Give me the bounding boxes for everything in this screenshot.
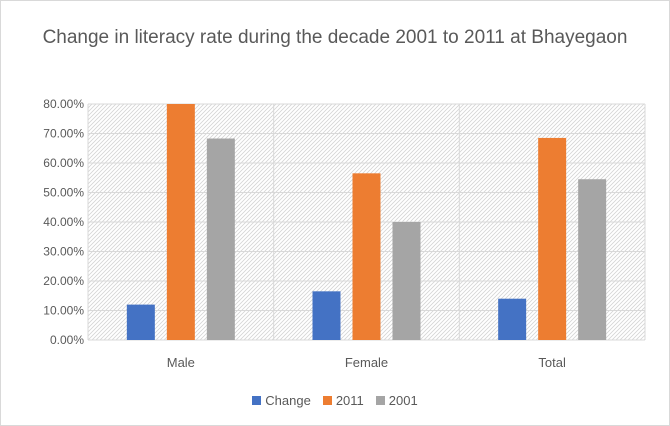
x-category-label: Female: [345, 355, 388, 370]
y-tick-label: 50.00%: [43, 186, 84, 200]
bar-change-total: [498, 298, 527, 340]
legend-label: Change: [265, 393, 311, 408]
legend-swatch: [322, 396, 332, 405]
legend-label: 2011: [335, 393, 364, 408]
legend-item: 2011: [322, 393, 364, 408]
legend-swatch: [252, 396, 262, 405]
legend-item: 2001: [375, 393, 418, 408]
legend-item: Change: [252, 393, 311, 408]
x-category-label: Male: [167, 355, 195, 370]
y-tick-label: 30.00%: [43, 245, 84, 259]
y-tick-label: 60.00%: [43, 156, 84, 170]
bar-change-female: [312, 291, 341, 340]
y-tick-label: 70.00%: [43, 127, 84, 141]
bar-2001-male: [206, 138, 235, 340]
y-tick-label: 20.00%: [43, 274, 84, 288]
bar-change-male: [126, 304, 155, 340]
legend-label: 2001: [388, 393, 418, 408]
y-tick-label: 80.00%: [43, 97, 84, 111]
y-tick-label: 40.00%: [43, 215, 84, 229]
y-tick-label: 10.00%: [43, 304, 84, 318]
bar-2011-female: [352, 173, 381, 340]
bar-2011-total: [538, 137, 567, 340]
legend-swatch: [375, 396, 385, 405]
chart-legend: Change 2011 2001: [0, 393, 670, 408]
chart-title: Change in literacy rate during the decad…: [42, 27, 628, 48]
bar-2001-female: [392, 222, 421, 340]
x-category-label: Total: [538, 355, 566, 370]
bar-2001-total: [578, 179, 607, 340]
bar-2011-male: [166, 104, 195, 340]
y-tick-label: 0.00%: [50, 333, 84, 347]
